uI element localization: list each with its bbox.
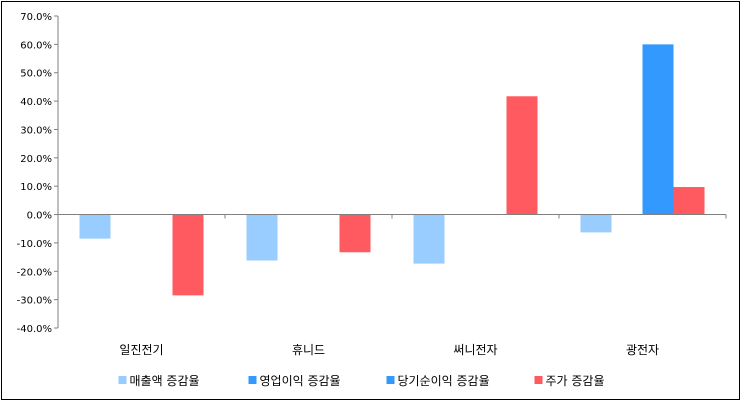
y-tick-label: -30.0% <box>17 296 52 307</box>
category-label: 휴니드 <box>292 343 325 357</box>
bar-1-1 <box>79 214 111 239</box>
legend-swatch <box>534 376 543 384</box>
legend-label: 매출액 증감율 <box>130 374 200 388</box>
y-tick-label: 40.0% <box>20 97 52 108</box>
bar-1-3 <box>413 214 445 264</box>
legend-swatch <box>386 376 395 384</box>
bar-1-2 <box>246 214 278 261</box>
y-tick-label: -20.0% <box>17 267 52 278</box>
y-tick-label: 10.0% <box>20 182 52 193</box>
bar-1-4 <box>580 214 612 233</box>
category-label: 광전자 <box>626 343 659 357</box>
bar-4-3 <box>506 96 538 215</box>
bar-4-4 <box>673 187 705 215</box>
y-tick-label: 70.0% <box>20 12 52 23</box>
y-tick-label: 50.0% <box>20 69 52 80</box>
bar-4-2 <box>339 214 371 253</box>
y-tick-label: 60.0% <box>20 40 52 51</box>
legend-swatch <box>248 376 257 384</box>
category-label: 일진전기 <box>119 343 163 357</box>
y-tick-label: 30.0% <box>20 125 52 136</box>
y-tick-label: -40.0% <box>17 324 52 335</box>
y-tick-label: 0.0% <box>27 211 52 222</box>
legend-label: 당기순이익 증감율 <box>398 374 490 388</box>
category-label: 써니전자 <box>453 343 497 357</box>
y-tick-label: 20.0% <box>20 154 52 165</box>
bar-3-4 <box>642 44 674 215</box>
legend-swatch <box>118 376 127 384</box>
legend-label: 영업이익 증감율 <box>260 374 341 388</box>
y-tick-label: -10.0% <box>17 239 52 250</box>
bar-4-1 <box>172 214 204 296</box>
legend-label: 주가 증감율 <box>546 374 605 388</box>
